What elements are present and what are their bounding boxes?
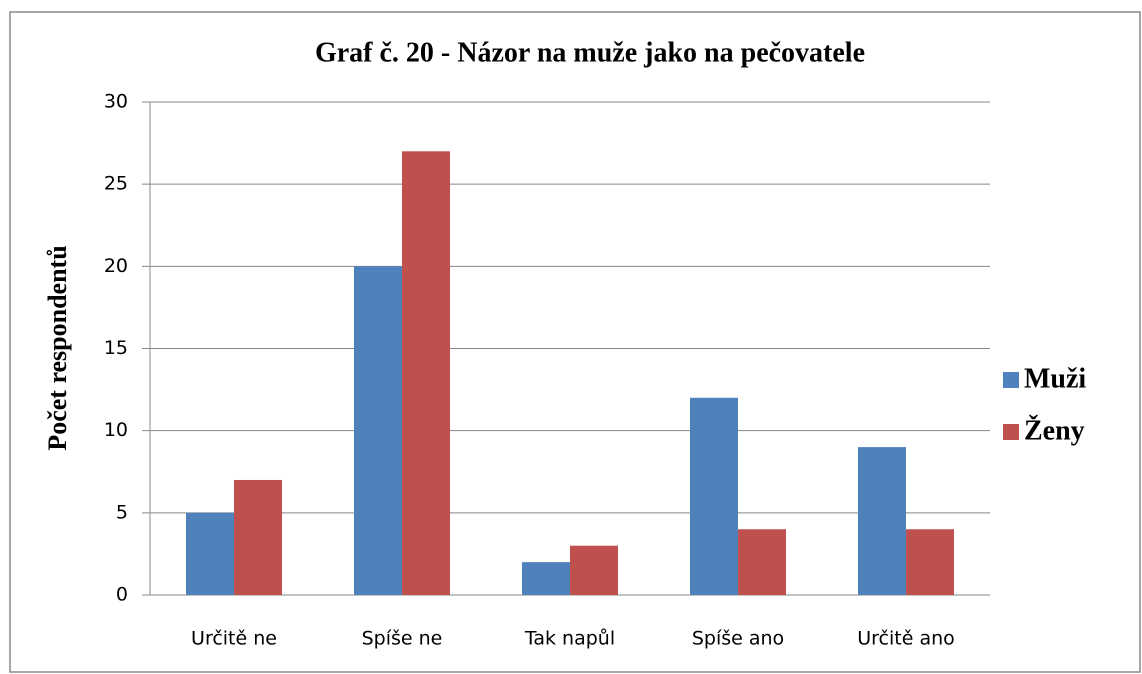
y-tick-label: 25	[104, 173, 128, 195]
bar	[690, 397, 738, 595]
bar	[186, 512, 234, 595]
bar	[402, 151, 450, 596]
y-tick-label: 5	[116, 501, 128, 523]
bar	[570, 545, 618, 595]
legend-label: Muži	[1024, 363, 1086, 394]
chart-border	[9, 11, 1141, 673]
bar	[858, 447, 906, 595]
x-tick-label: Tak napůl	[524, 628, 615, 650]
y-tick-label: 0	[116, 584, 128, 606]
bar	[354, 266, 402, 595]
y-tick-label: 15	[104, 337, 128, 359]
x-tick-label: Určitě ne	[191, 628, 277, 650]
x-tick-label: Spíše ne	[362, 628, 443, 650]
chart-title: Graf č. 20 - Názor na muže jako na pečov…	[315, 37, 865, 68]
bar	[522, 562, 570, 595]
x-tick-label: Určitě ano	[857, 628, 955, 650]
y-tick-label: 20	[104, 255, 128, 277]
y-tick-label: 10	[104, 419, 128, 441]
legend-label: Ženy	[1024, 415, 1085, 446]
legend-swatch	[1003, 372, 1019, 388]
bar	[234, 479, 282, 595]
bar	[738, 529, 786, 595]
bar	[906, 529, 954, 595]
y-axis-label: Počet respondentů	[43, 245, 72, 450]
y-tick-label: 30	[104, 91, 128, 113]
x-tick-label: Spíše ano	[692, 628, 784, 650]
legend-swatch	[1003, 424, 1019, 440]
